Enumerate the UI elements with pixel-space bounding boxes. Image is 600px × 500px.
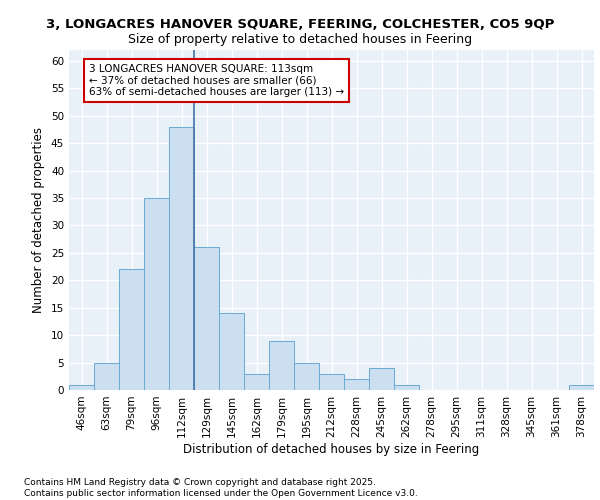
Y-axis label: Number of detached properties: Number of detached properties — [32, 127, 46, 313]
Bar — [119, 270, 144, 390]
Bar — [319, 374, 344, 390]
Bar — [269, 340, 294, 390]
Bar — [69, 384, 94, 390]
Bar — [169, 127, 194, 390]
Bar — [244, 374, 269, 390]
Text: 3, LONGACRES HANOVER SQUARE, FEERING, COLCHESTER, CO5 9QP: 3, LONGACRES HANOVER SQUARE, FEERING, CO… — [46, 18, 554, 30]
Bar — [569, 384, 594, 390]
Text: 3 LONGACRES HANOVER SQUARE: 113sqm
← 37% of detached houses are smaller (66)
63%: 3 LONGACRES HANOVER SQUARE: 113sqm ← 37%… — [89, 64, 344, 97]
Bar — [194, 248, 219, 390]
Text: Contains HM Land Registry data © Crown copyright and database right 2025.
Contai: Contains HM Land Registry data © Crown c… — [24, 478, 418, 498]
Bar — [394, 384, 419, 390]
Bar — [294, 362, 319, 390]
Bar — [369, 368, 394, 390]
Bar — [144, 198, 169, 390]
Bar — [219, 313, 244, 390]
Text: Size of property relative to detached houses in Feering: Size of property relative to detached ho… — [128, 32, 472, 46]
X-axis label: Distribution of detached houses by size in Feering: Distribution of detached houses by size … — [184, 442, 479, 456]
Bar — [344, 379, 369, 390]
Bar — [94, 362, 119, 390]
